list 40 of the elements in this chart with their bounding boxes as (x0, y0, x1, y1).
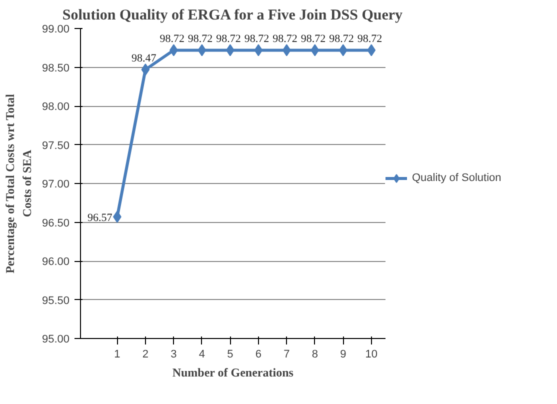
data-label: 98.47 (131, 52, 157, 65)
y-tick-label: 95.00 (42, 334, 70, 346)
y-tick-label: 98.50 (42, 62, 70, 74)
y-tick-label: 98.00 (42, 101, 70, 113)
point (282, 44, 291, 56)
data-label: 98.72 (357, 33, 382, 46)
data-label: 98.72 (188, 33, 213, 46)
x-tick-label: 7 (284, 348, 290, 360)
point (198, 44, 206, 56)
x-axis-title: Number of Generations (172, 366, 294, 380)
y-tick-label: 95.50 (42, 294, 70, 307)
y-tick-label: 97.50 (42, 140, 70, 152)
y-axis-title: Percentage of Total Costs wrt Total Costs of SEA (3, 93, 34, 274)
point (367, 44, 376, 56)
point (338, 44, 348, 56)
point (254, 44, 263, 56)
x-tick-label: 4 (198, 348, 205, 360)
y-tick-label: 99.00 (42, 24, 70, 36)
x-tick-label: 5 (227, 348, 234, 360)
x-tick-label: 10 (365, 348, 378, 360)
x-tick-label: 8 (312, 348, 318, 360)
x-tick-label: 3 (170, 348, 177, 360)
y-tick-label: 96.00 (42, 256, 70, 268)
data-label: 98.72 (160, 33, 184, 46)
point (310, 44, 320, 56)
data-label: 98.72 (272, 33, 298, 46)
data-label: 98.72 (216, 33, 241, 46)
data-label: 98.72 (244, 33, 270, 46)
data-label: 96.57 (87, 212, 113, 224)
point (141, 64, 150, 76)
legend-label: Quality of Solution (412, 172, 502, 184)
y-tick-label: 97.00 (42, 178, 70, 190)
x-tick-label: 2 (142, 348, 149, 360)
data-label: 98.72 (329, 33, 354, 46)
y-tick-label: 96.50 (42, 217, 70, 230)
x-tick-label: 9 (340, 348, 346, 360)
chart-title: Solution Quality of ERGA for a Five Join DSS Query (62, 8, 404, 24)
x-tick-label: 6 (255, 348, 262, 360)
x-tick-label: 1 (114, 348, 120, 360)
data-label: 98.72 (300, 33, 326, 46)
